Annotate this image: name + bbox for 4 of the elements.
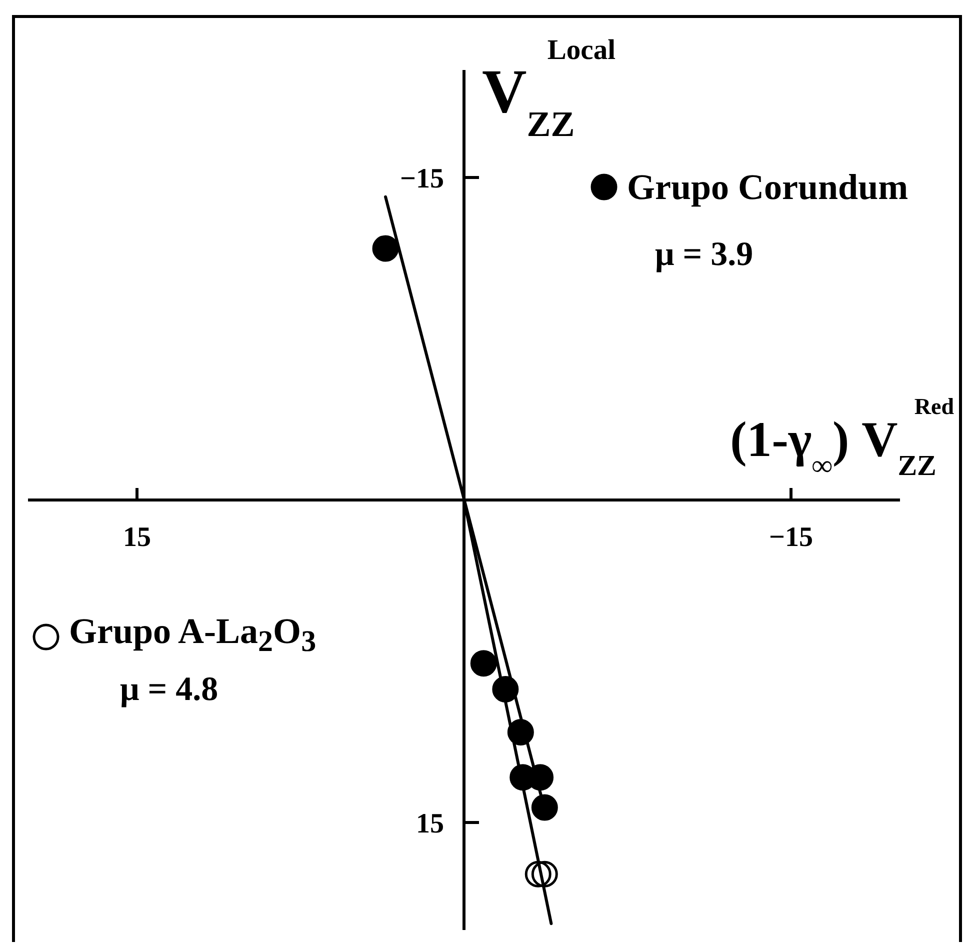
annotation: μ = 4.8 xyxy=(120,671,218,708)
annotation: μ = 3.9 xyxy=(655,236,754,273)
legend-label: Grupo A-La$_{2}$O$_{3}$ xyxy=(69,611,316,661)
legend-label: Grupo Corundum xyxy=(627,167,908,207)
